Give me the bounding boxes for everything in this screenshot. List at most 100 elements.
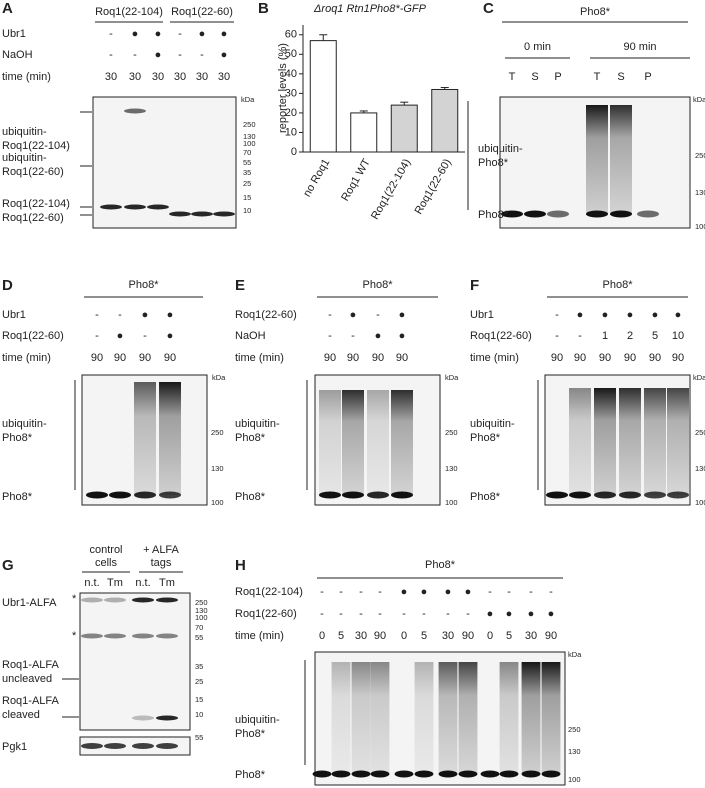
cell: ● bbox=[421, 586, 428, 598]
row-label: time (min) bbox=[470, 352, 519, 364]
header: Pho8* bbox=[129, 279, 160, 291]
cell: 30 bbox=[218, 71, 230, 83]
cell: ● bbox=[117, 330, 124, 342]
marker: 10 bbox=[195, 710, 203, 719]
cell: ● bbox=[652, 309, 659, 321]
band-label: uncleaved bbox=[2, 673, 52, 685]
cell: - bbox=[320, 608, 324, 620]
band bbox=[458, 770, 478, 778]
marker: 250 bbox=[211, 428, 224, 437]
cell: 30 bbox=[355, 630, 367, 642]
band bbox=[499, 770, 519, 778]
smear bbox=[667, 388, 689, 495]
smear bbox=[367, 390, 389, 495]
marker: 100 bbox=[445, 498, 458, 507]
band bbox=[644, 491, 666, 499]
band bbox=[438, 770, 458, 778]
smear bbox=[458, 662, 478, 774]
band bbox=[86, 491, 108, 499]
marker: 70 bbox=[243, 148, 251, 157]
band bbox=[319, 491, 341, 499]
cell: ● bbox=[399, 330, 406, 342]
cell: 90 bbox=[551, 352, 563, 364]
cell: ● bbox=[487, 608, 494, 620]
band bbox=[569, 491, 591, 499]
band bbox=[81, 633, 103, 639]
band bbox=[480, 770, 500, 778]
band bbox=[156, 597, 178, 603]
asterisk: * bbox=[72, 593, 77, 605]
panel-letter: H bbox=[235, 557, 246, 574]
y-axis-label: reporter levels (%) bbox=[277, 43, 289, 133]
band bbox=[156, 715, 178, 721]
cell: 2 bbox=[627, 330, 633, 342]
cell: 5 bbox=[506, 630, 512, 642]
band-label: Pho8* bbox=[470, 491, 501, 503]
y-tick-label: 10 bbox=[285, 126, 297, 138]
band bbox=[586, 210, 608, 218]
marker: 250 bbox=[445, 428, 458, 437]
cell: S bbox=[531, 71, 538, 83]
band bbox=[501, 210, 523, 218]
cell: - bbox=[351, 330, 355, 342]
cell: ● bbox=[675, 309, 682, 321]
band bbox=[312, 770, 332, 778]
band bbox=[156, 743, 178, 749]
marker: 250 bbox=[195, 598, 208, 607]
cell: - bbox=[507, 586, 511, 598]
subheader: 90 min bbox=[623, 41, 656, 53]
cell: - bbox=[320, 586, 324, 598]
band bbox=[104, 743, 126, 749]
cell: 30 bbox=[196, 71, 208, 83]
panel-letter: E bbox=[235, 277, 245, 294]
smear bbox=[370, 662, 390, 774]
cell: 90 bbox=[374, 630, 386, 642]
band bbox=[414, 770, 434, 778]
band-label: Roq1(22-60) bbox=[2, 212, 64, 224]
marker: 130 bbox=[243, 132, 256, 141]
band bbox=[191, 211, 213, 217]
cell: - bbox=[328, 330, 332, 342]
band-label: Roq1(22-104) bbox=[2, 198, 70, 210]
cell: ● bbox=[142, 309, 149, 321]
band-label: Pho8* bbox=[235, 769, 266, 781]
band bbox=[331, 770, 351, 778]
marker: 25 bbox=[195, 677, 203, 686]
marker: 130 bbox=[695, 464, 705, 473]
cell: 90 bbox=[164, 352, 176, 364]
kda-unit: kDa bbox=[693, 373, 705, 382]
cell: - bbox=[133, 49, 137, 61]
band-label: ubiquitin- bbox=[2, 152, 47, 164]
cell: - bbox=[488, 586, 492, 598]
band-label: ubiquitin- bbox=[2, 418, 47, 430]
smear bbox=[134, 382, 156, 495]
cell: ● bbox=[199, 28, 206, 40]
cell: ● bbox=[602, 309, 609, 321]
band-label: Ubr1-ALFA bbox=[2, 597, 57, 609]
cell: 30 bbox=[129, 71, 141, 83]
band bbox=[132, 597, 154, 603]
band bbox=[124, 204, 146, 210]
cell: S bbox=[617, 71, 624, 83]
band-label: Pgk1 bbox=[2, 741, 27, 753]
header: Pho8* bbox=[425, 559, 456, 571]
header: cells bbox=[95, 557, 118, 569]
row-label: Ubr1 bbox=[2, 28, 26, 40]
band bbox=[124, 108, 146, 114]
cell: - bbox=[402, 608, 406, 620]
cell: Tm bbox=[159, 577, 175, 589]
marker: 15 bbox=[195, 695, 203, 704]
header: + ALFA bbox=[143, 544, 179, 556]
band-label: Pho8* bbox=[470, 432, 501, 444]
cell: ● bbox=[399, 309, 406, 321]
bar bbox=[309, 40, 337, 153]
band bbox=[169, 211, 191, 217]
cell: - bbox=[328, 309, 332, 321]
cell: - bbox=[555, 309, 559, 321]
marker: 250 bbox=[695, 428, 705, 437]
panel-letter: G bbox=[2, 557, 14, 574]
header: tags bbox=[151, 557, 172, 569]
band bbox=[213, 211, 235, 217]
smear bbox=[159, 382, 181, 495]
y-tick-label: 30 bbox=[285, 87, 297, 99]
